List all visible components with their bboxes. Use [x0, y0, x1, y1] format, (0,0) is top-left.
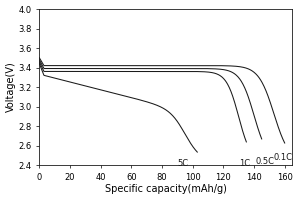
Text: 1C: 1C: [239, 159, 250, 168]
Text: 5C: 5C: [177, 159, 188, 168]
X-axis label: Specific capacity(mAh/g): Specific capacity(mAh/g): [105, 184, 227, 194]
Text: 0.5C: 0.5C: [256, 157, 274, 166]
Y-axis label: Voltage(V): Voltage(V): [6, 62, 16, 112]
Text: 0.1C: 0.1C: [274, 153, 293, 162]
